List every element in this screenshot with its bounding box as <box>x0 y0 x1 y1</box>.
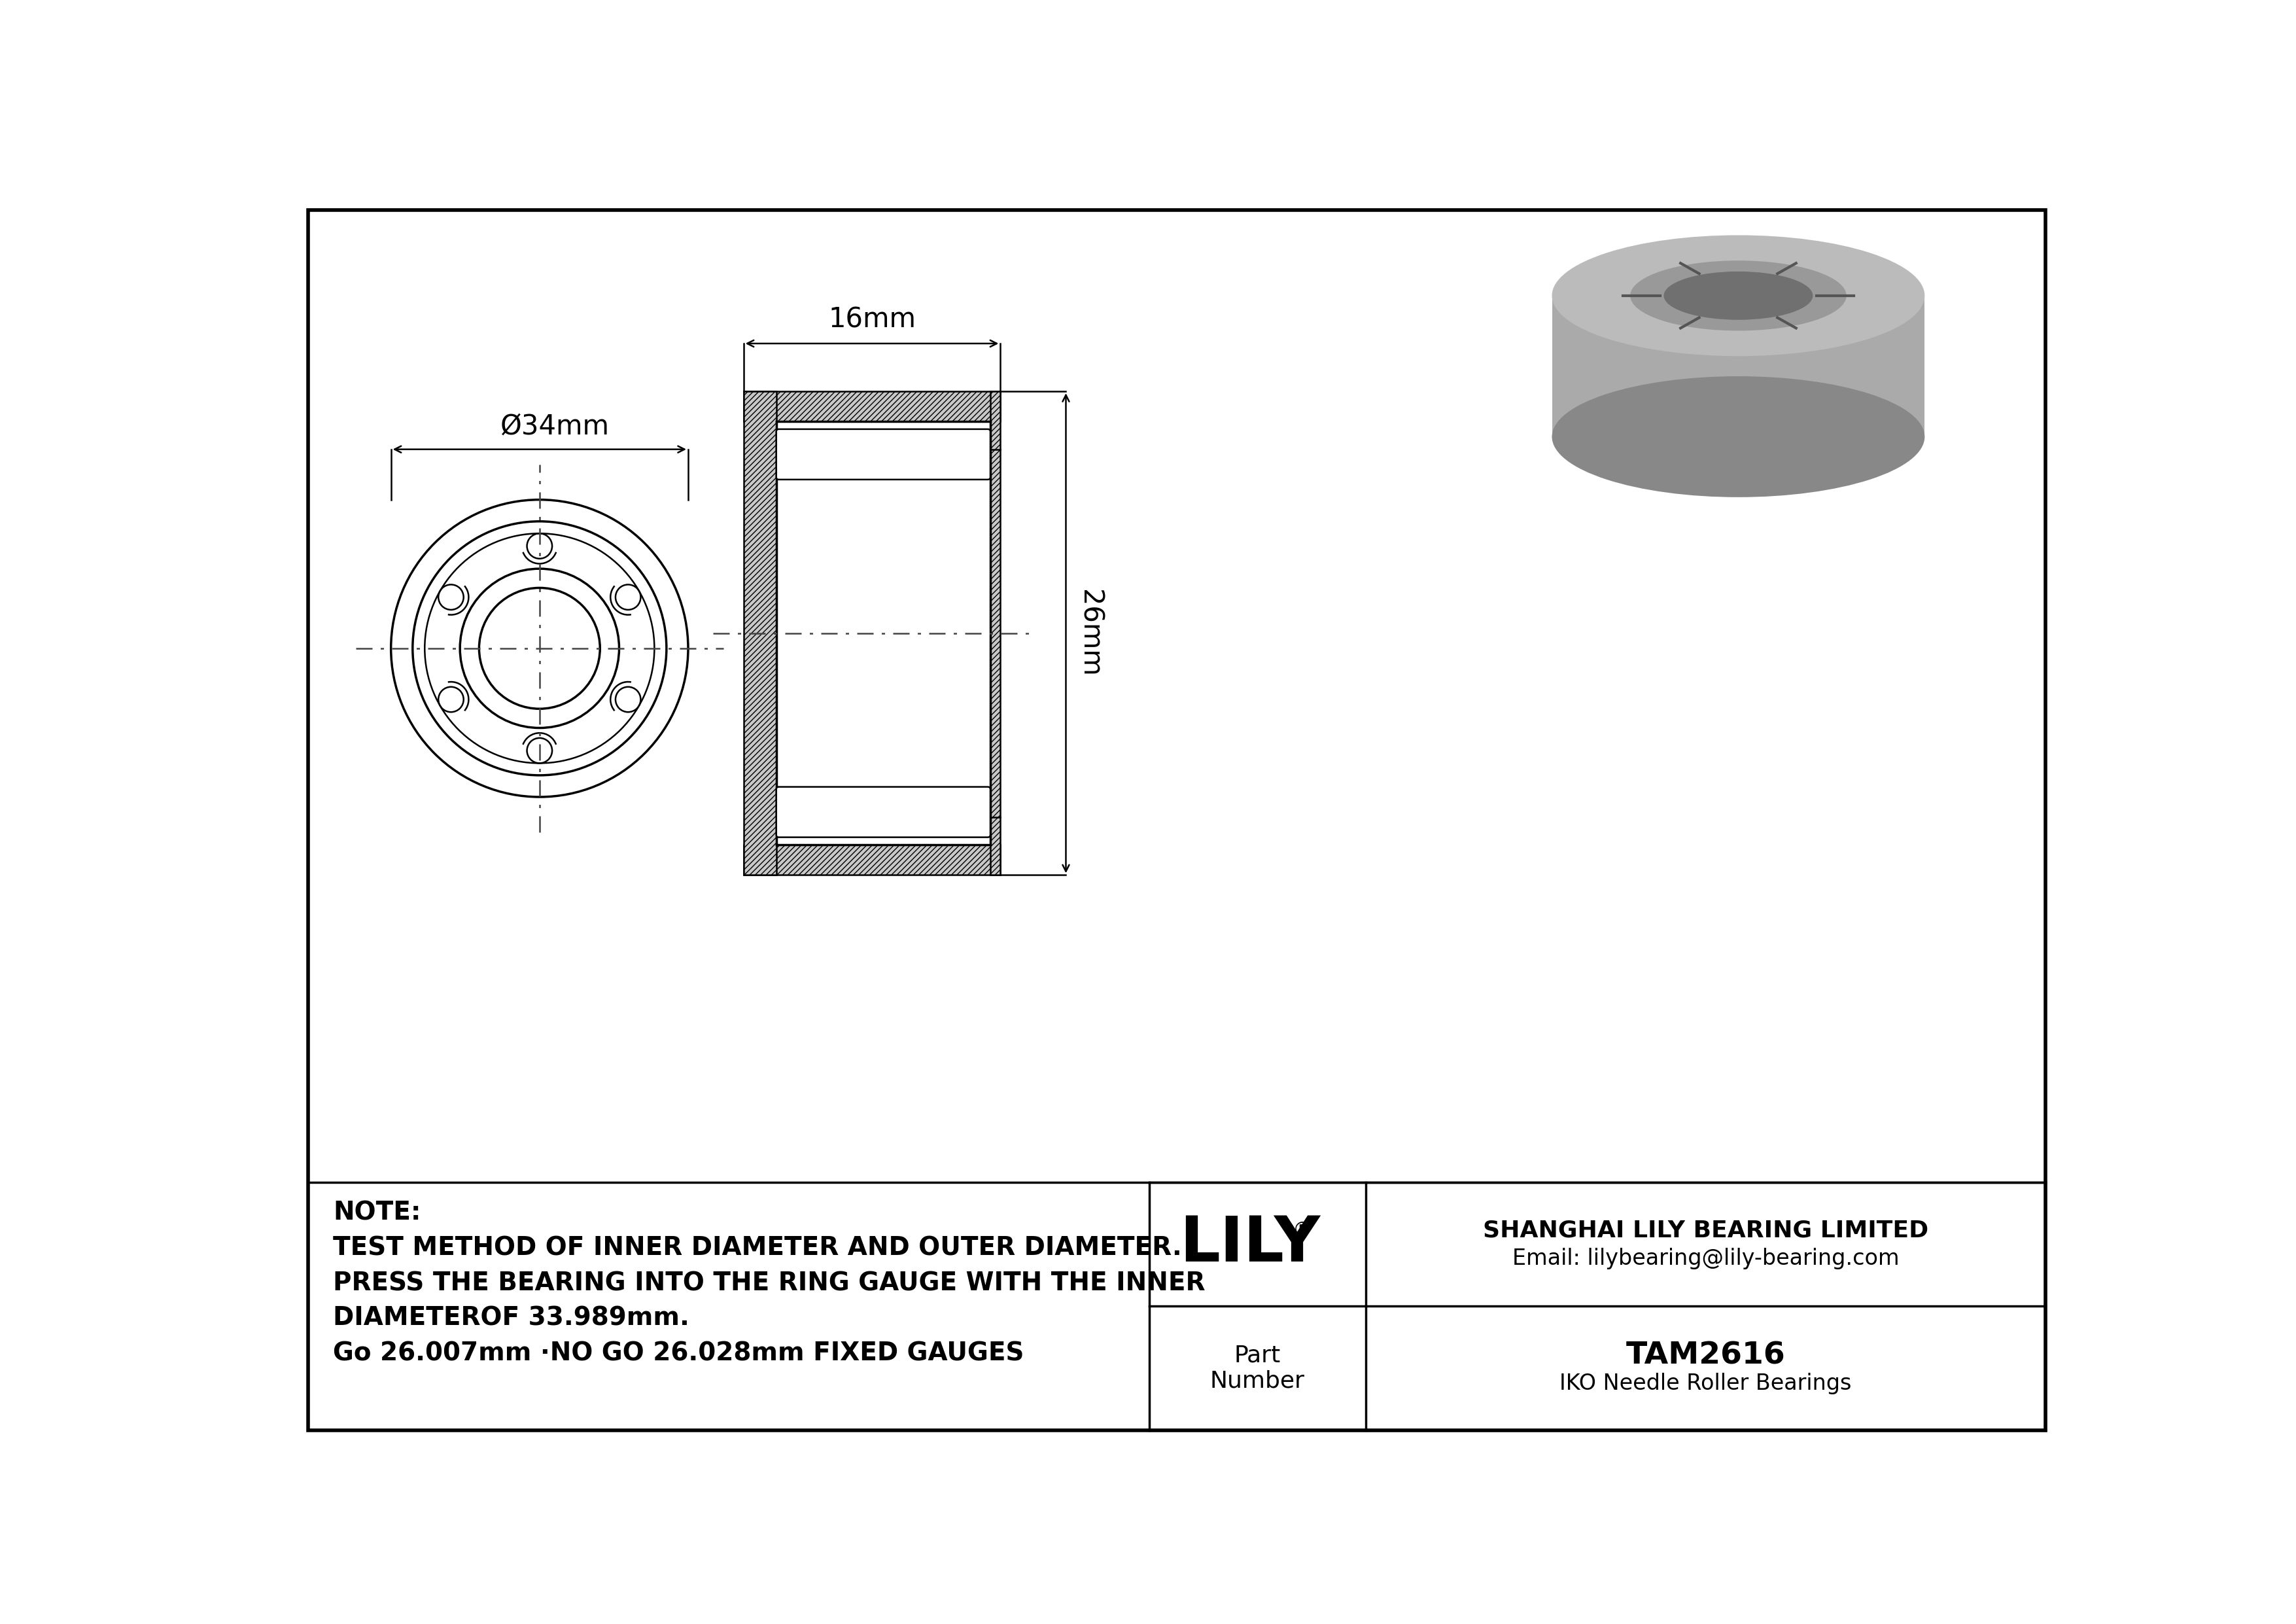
Text: PRESS THE BEARING INTO THE RING GAUGE WITH THE INNER: PRESS THE BEARING INTO THE RING GAUGE WI… <box>333 1270 1205 1296</box>
Text: 16mm: 16mm <box>829 305 916 333</box>
FancyBboxPatch shape <box>776 429 990 479</box>
Text: Ø34mm: Ø34mm <box>501 412 608 440</box>
Text: IKO Needle Roller Bearings: IKO Needle Roller Bearings <box>1559 1372 1851 1393</box>
Ellipse shape <box>1630 260 1846 331</box>
Text: 26mm: 26mm <box>1077 590 1104 677</box>
FancyBboxPatch shape <box>1738 296 1924 437</box>
Text: Go 26.007mm ·NO GO 26.028mm FIXED GAUGES: Go 26.007mm ·NO GO 26.028mm FIXED GAUGES <box>333 1341 1024 1366</box>
Text: NOTE:: NOTE: <box>333 1200 420 1224</box>
Text: SHANGHAI LILY BEARING LIMITED: SHANGHAI LILY BEARING LIMITED <box>1483 1220 1929 1241</box>
Bar <box>744 391 776 875</box>
FancyBboxPatch shape <box>776 788 990 838</box>
FancyBboxPatch shape <box>1552 296 1738 437</box>
Ellipse shape <box>1552 377 1924 497</box>
Bar <box>1552 296 1924 437</box>
Bar <box>776 422 990 844</box>
Text: TEST METHOD OF INNER DIAMETER AND OUTER DIAMETER.: TEST METHOD OF INNER DIAMETER AND OUTER … <box>333 1236 1182 1260</box>
Ellipse shape <box>1665 271 1814 320</box>
Text: LILY: LILY <box>1180 1213 1320 1275</box>
Text: TAM2616: TAM2616 <box>1626 1341 1786 1371</box>
Bar <box>744 391 1001 422</box>
Text: DIAMETEROF 33.989mm.: DIAMETEROF 33.989mm. <box>333 1306 689 1330</box>
Ellipse shape <box>1552 235 1924 356</box>
Bar <box>744 844 1001 875</box>
Text: ®: ® <box>1293 1221 1313 1239</box>
Text: Email: lilybearing@lily-bearing.com: Email: lilybearing@lily-bearing.com <box>1513 1247 1899 1270</box>
Bar <box>990 391 1001 875</box>
Text: Part
Number: Part Number <box>1210 1345 1304 1392</box>
